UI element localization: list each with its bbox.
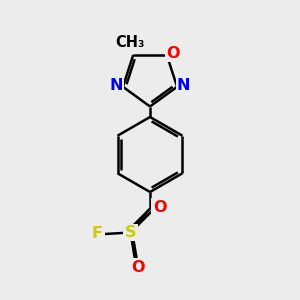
Text: CH₃: CH₃ bbox=[115, 35, 144, 50]
Text: O: O bbox=[152, 200, 166, 214]
Text: O: O bbox=[131, 260, 145, 274]
Text: N: N bbox=[110, 78, 123, 93]
Text: F: F bbox=[92, 226, 103, 241]
Text: S: S bbox=[125, 225, 136, 240]
Text: O: O bbox=[166, 46, 179, 61]
Text: N: N bbox=[177, 78, 190, 93]
Text: O: O bbox=[154, 200, 167, 214]
